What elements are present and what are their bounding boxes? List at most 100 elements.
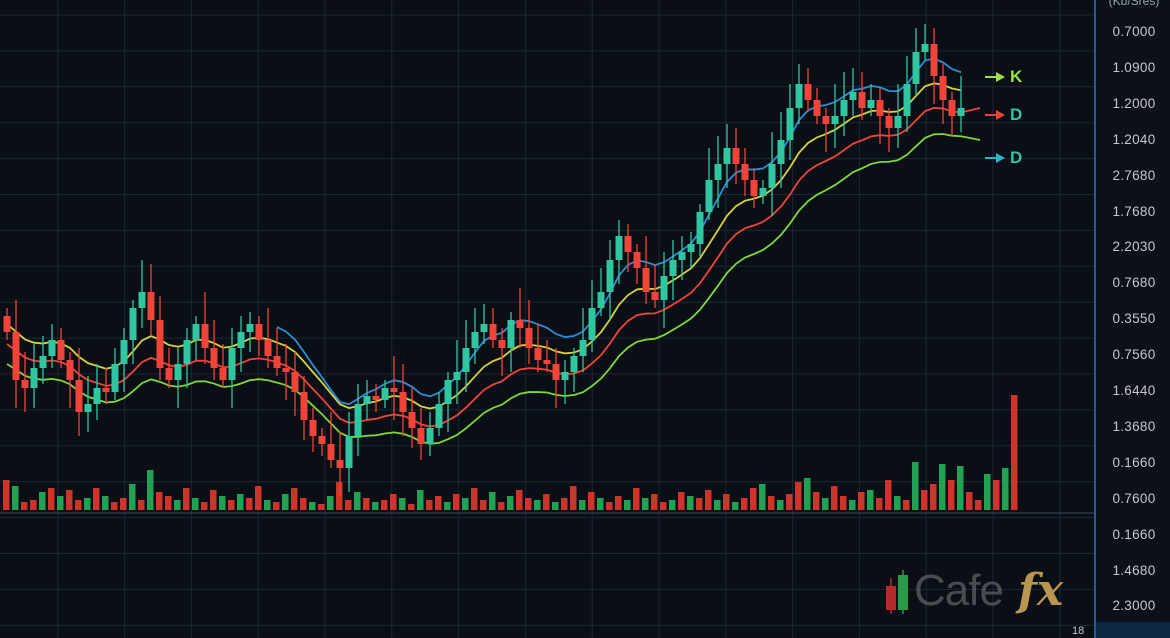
candle-up bbox=[723, 148, 731, 164]
volume-bar bbox=[759, 484, 766, 510]
volume-bar bbox=[975, 500, 982, 510]
candle-down bbox=[291, 372, 299, 392]
volume-bar bbox=[147, 470, 154, 510]
volume-bar bbox=[327, 496, 334, 510]
candle-up bbox=[957, 108, 965, 116]
candle-up bbox=[444, 380, 452, 404]
y-tick-label: 1.2000 bbox=[1112, 95, 1156, 111]
candle-down bbox=[147, 292, 155, 320]
candle-down bbox=[543, 360, 551, 364]
candle-down bbox=[12, 332, 20, 380]
candle-down bbox=[885, 116, 893, 128]
candle-up bbox=[381, 388, 389, 400]
volume-bar bbox=[489, 492, 496, 510]
candle-up bbox=[678, 252, 686, 260]
volume-bar bbox=[849, 500, 856, 510]
volume-bar bbox=[651, 494, 658, 510]
candle-down bbox=[552, 364, 560, 380]
candle-up bbox=[669, 260, 677, 276]
legend-d-red: D bbox=[1010, 105, 1023, 124]
candle-up bbox=[714, 164, 722, 180]
candle-up bbox=[849, 92, 857, 100]
y-tick-label: 1.4680 bbox=[1112, 562, 1156, 578]
candle-down bbox=[66, 360, 74, 380]
candle-up bbox=[588, 308, 596, 340]
candle-down bbox=[498, 340, 506, 348]
candle-up bbox=[246, 324, 254, 332]
volume-bar bbox=[777, 500, 784, 510]
volume-bar bbox=[453, 494, 460, 510]
candle-up bbox=[120, 340, 128, 364]
legend-arrow-icon bbox=[996, 72, 1005, 82]
candle-down bbox=[210, 348, 218, 368]
candle-up bbox=[894, 116, 902, 128]
candle-down bbox=[642, 268, 650, 292]
volume-bar bbox=[66, 490, 73, 510]
y-tick-label: 0.7560 bbox=[1112, 347, 1156, 363]
candle-down bbox=[219, 368, 227, 380]
volume-bar bbox=[633, 488, 640, 510]
volume-bar bbox=[39, 492, 46, 510]
candle-down bbox=[417, 428, 425, 444]
candle-down bbox=[399, 392, 407, 412]
candle-down bbox=[264, 340, 272, 356]
candle-down bbox=[408, 412, 416, 428]
volume-bar bbox=[939, 464, 946, 510]
candle-down bbox=[255, 324, 263, 340]
volume-bar bbox=[102, 496, 109, 510]
candle-up bbox=[507, 320, 515, 348]
y-tick-label: 1.7680 bbox=[1112, 203, 1156, 219]
candle-down bbox=[534, 348, 542, 360]
candle-down bbox=[309, 420, 317, 436]
volume-bar bbox=[3, 480, 10, 510]
volume-bar bbox=[507, 496, 514, 510]
volume-bar bbox=[129, 484, 136, 510]
volume-bar bbox=[48, 488, 55, 510]
volume-bar bbox=[615, 496, 622, 510]
volume-bar bbox=[264, 500, 271, 510]
volume-bar bbox=[570, 486, 577, 510]
volume-bar bbox=[687, 496, 694, 510]
volume-bar bbox=[471, 488, 478, 510]
volume-bar bbox=[336, 482, 343, 510]
volume-bar bbox=[984, 474, 991, 510]
volume-bar bbox=[957, 466, 964, 510]
candle-up bbox=[453, 372, 461, 380]
volume-bar bbox=[822, 498, 829, 510]
volume-bar bbox=[93, 488, 100, 510]
candle-down bbox=[336, 460, 344, 468]
candle-up bbox=[597, 292, 605, 308]
volume-bar bbox=[858, 492, 865, 510]
candle-up bbox=[111, 364, 119, 392]
volume-bar bbox=[318, 504, 325, 510]
candle-up bbox=[363, 396, 371, 404]
y-tick-label: 2.2030 bbox=[1112, 239, 1156, 255]
candle-up bbox=[93, 388, 101, 404]
volume-bar bbox=[993, 480, 1000, 510]
y-tick-label: 2.7680 bbox=[1112, 167, 1156, 183]
volume-bar bbox=[597, 498, 604, 510]
volume-bar bbox=[30, 500, 37, 510]
volume-bar bbox=[732, 502, 739, 510]
volume-bar bbox=[840, 496, 847, 510]
volume-bar bbox=[498, 502, 505, 510]
candle-down bbox=[516, 320, 524, 328]
candle-up bbox=[606, 260, 614, 292]
volume-bar bbox=[768, 496, 775, 510]
volume-bar bbox=[921, 490, 928, 510]
candle-up bbox=[777, 140, 785, 164]
y-tick-label: 1.3680 bbox=[1112, 418, 1156, 434]
volume-bar bbox=[435, 496, 442, 510]
candle-down bbox=[858, 92, 866, 108]
candle-up bbox=[435, 404, 443, 428]
candle-down bbox=[165, 368, 173, 380]
volume-bar bbox=[831, 486, 838, 510]
candle-up bbox=[912, 52, 920, 84]
candle-down bbox=[651, 292, 659, 300]
volume-bar bbox=[1002, 468, 1009, 510]
candle-up bbox=[228, 348, 236, 380]
volume-bar bbox=[516, 490, 523, 510]
volume-bar bbox=[381, 500, 388, 510]
volume-bar bbox=[138, 500, 145, 510]
volume-bar bbox=[291, 488, 298, 510]
